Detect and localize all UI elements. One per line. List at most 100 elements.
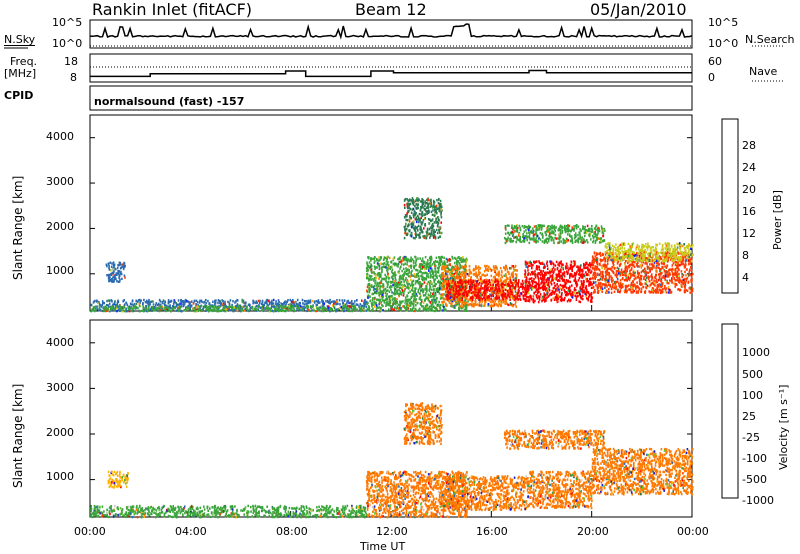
power-data-pixel <box>451 290 453 293</box>
power-data-pixel <box>387 273 389 276</box>
power-data-pixel <box>611 276 613 280</box>
power-data-pixel <box>180 302 183 305</box>
power-data-pixel <box>404 206 406 209</box>
power-data-pixel <box>408 230 411 233</box>
power-data-pixel <box>442 297 445 301</box>
power-data-pixel <box>403 258 405 262</box>
power-data-pixel <box>125 301 127 304</box>
power-data-pixel <box>491 292 493 296</box>
power-data-pixel <box>395 284 398 288</box>
power-data-pixel <box>463 266 466 269</box>
power-data-pixel <box>502 298 504 301</box>
power-data-pixel <box>402 274 404 277</box>
power-data-pixel <box>440 288 443 291</box>
power-data-pixel <box>414 213 417 216</box>
power-data-pixel <box>664 255 666 259</box>
power-data-pixel <box>386 296 388 299</box>
power-data-pixel <box>444 262 447 266</box>
power-data-pixel <box>267 299 270 303</box>
power-data-pixel <box>367 296 369 299</box>
power-data-pixel <box>420 274 423 277</box>
power-data-pixel <box>443 300 445 304</box>
power-data-pixel <box>419 236 422 239</box>
power-data-pixel <box>416 227 418 230</box>
power-data-pixel <box>437 271 440 274</box>
station-title: Rankin Inlet (fitACF) <box>92 0 253 19</box>
power-data-pixel <box>576 270 578 274</box>
power-data-pixel <box>289 306 292 309</box>
power-data-pixel <box>451 265 453 268</box>
power-data-pixel <box>465 279 467 282</box>
power-data-pixel <box>471 298 474 302</box>
power-data-pixel <box>435 217 437 220</box>
power-data-pixel <box>196 301 199 304</box>
power-data-pixel <box>455 283 458 286</box>
power-data-pixel <box>420 289 422 292</box>
power-data-pixel <box>114 303 117 307</box>
power-data-pixel <box>542 287 544 290</box>
power-data-pixel <box>149 301 151 304</box>
power-data-pixel <box>377 272 380 275</box>
power-data-pixel <box>444 274 446 278</box>
power-data-pixel <box>423 264 426 267</box>
power-data-pixel <box>455 303 458 307</box>
power-data-pixel <box>427 273 429 276</box>
power-data-pixel <box>214 303 216 306</box>
power-data-pixel <box>198 301 201 304</box>
power-data-pixel <box>509 276 511 279</box>
power-data-pixel <box>587 297 589 301</box>
power-data-pixel <box>554 284 556 288</box>
power-data-pixel <box>402 267 405 270</box>
power-data-pixel <box>392 280 394 283</box>
power-data-pixel <box>495 283 498 286</box>
power-data-pixel <box>335 303 337 306</box>
power-data-pixel <box>401 287 403 290</box>
power-data-pixel <box>425 277 427 280</box>
power-data-pixel <box>246 309 249 312</box>
power-data-pixel <box>421 230 423 233</box>
power-data-pixel <box>464 288 467 291</box>
power-data-pixel <box>306 309 308 313</box>
power-data-pixel <box>467 303 469 306</box>
power-data-pixel <box>465 259 468 262</box>
power-data-pixel <box>557 295 560 298</box>
power-data-pixel <box>590 286 593 290</box>
power-data-pixel <box>211 305 213 309</box>
power-data-pixel <box>412 226 415 230</box>
power-data-pixel <box>309 299 312 302</box>
power-data-pixel <box>485 278 487 282</box>
power-data-pixel <box>421 278 424 282</box>
power-data-pixel <box>99 308 102 312</box>
power-data-pixel <box>558 279 561 282</box>
power-data-pixel <box>293 308 295 311</box>
power-data-pixel <box>580 287 583 291</box>
power-data-pixel <box>439 262 441 265</box>
power-data-pixel <box>406 212 408 215</box>
power-data-pixel <box>573 287 576 290</box>
power-data-pixel <box>410 256 412 259</box>
power-data-pixel <box>195 303 197 306</box>
power-data-pixel <box>379 309 381 312</box>
power-data-pixel <box>440 221 442 224</box>
power-data-pixel <box>259 306 262 310</box>
power-data-pixel <box>310 309 312 313</box>
power-data-pixel <box>113 270 115 273</box>
power-data-pixel <box>426 290 428 293</box>
power-data-pixel <box>170 307 172 310</box>
power-data-pixel <box>524 281 527 285</box>
power-data-pixel <box>471 304 473 308</box>
power-data-pixel <box>538 283 541 287</box>
power-data-pixel <box>397 285 399 289</box>
power-data-pixel <box>465 305 467 309</box>
power-data-pixel <box>443 309 446 312</box>
power-data-pixel <box>217 308 220 311</box>
power-data-pixel <box>424 224 427 227</box>
power-data-pixel <box>281 309 283 312</box>
power-data-pixel <box>242 299 245 302</box>
power-data-pixel <box>559 283 562 287</box>
power-data-pixel <box>574 294 576 297</box>
power-data-pixel <box>459 288 461 291</box>
power-data-pixel <box>467 282 470 285</box>
power-data-pixel <box>491 278 493 282</box>
power-data-pixel <box>320 304 323 307</box>
